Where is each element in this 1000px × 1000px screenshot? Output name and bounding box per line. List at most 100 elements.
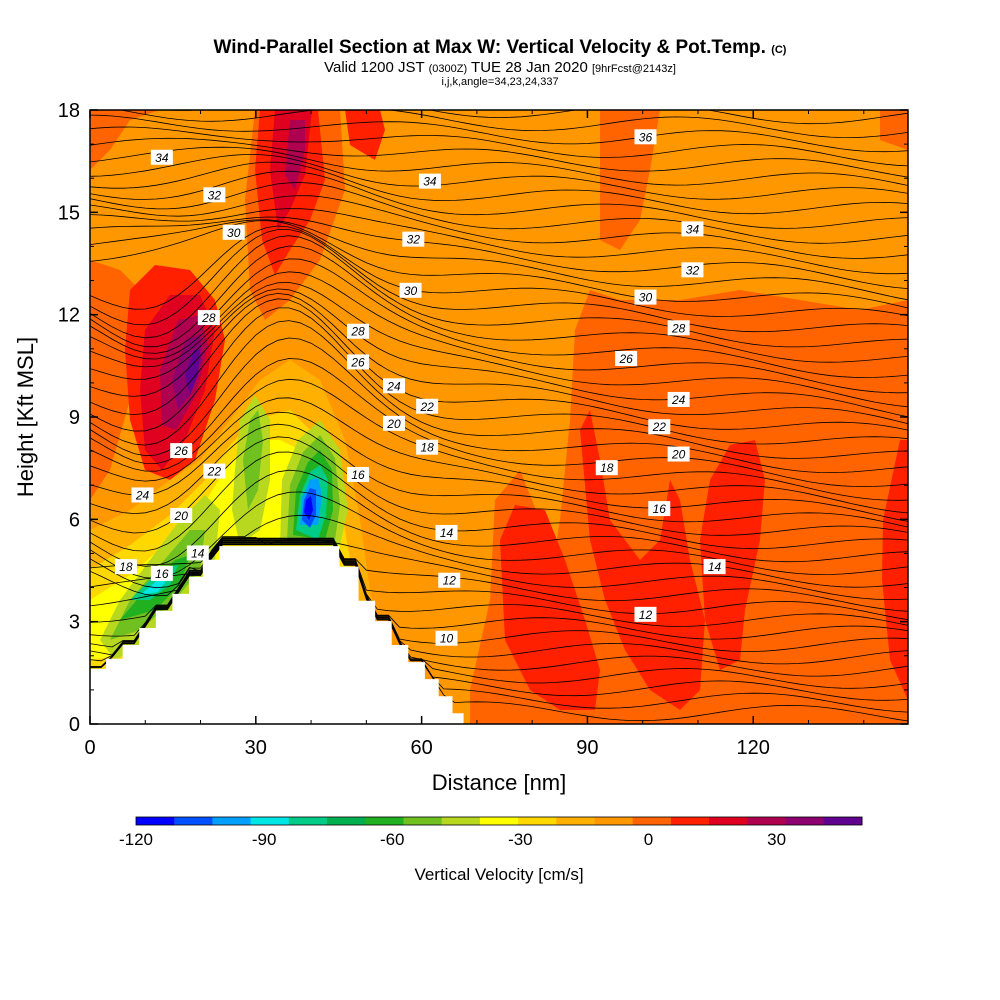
valid-zulu: (0300Z) <box>428 63 468 75</box>
contour-label-text: 24 <box>135 488 150 502</box>
contour-label-text: 30 <box>404 284 418 298</box>
contour-line <box>159 110 908 125</box>
velocity-region <box>345 110 385 160</box>
contour-label: 14 <box>703 559 726 575</box>
contour-line <box>90 320 908 459</box>
contour-label-text: 30 <box>639 291 653 305</box>
contour-label-text: 10 <box>440 632 454 646</box>
contour-label: 24 <box>667 391 690 407</box>
contour-line <box>90 216 908 289</box>
chart-valid-line: Valid 1200 JST (0300Z) TUE 28 Jan 2020 [… <box>0 60 1000 77</box>
contour-label-box <box>634 129 657 145</box>
colorbar-frame <box>135 816 863 826</box>
contour-label-text: 16 <box>653 502 667 516</box>
contour-line <box>90 114 908 153</box>
y-tick-label: 3 <box>69 612 80 634</box>
y-tick-label: 12 <box>58 305 80 327</box>
contour-label-box <box>114 559 137 575</box>
contour-line <box>90 436 908 536</box>
contour-label-text: 26 <box>618 352 633 366</box>
contour-line <box>90 469 908 567</box>
contour-label-text: 24 <box>671 393 686 407</box>
velocity-region <box>90 110 160 170</box>
contour-label-text: 32 <box>686 263 700 277</box>
contour-line <box>90 195 908 259</box>
contour-label: 32 <box>681 262 704 278</box>
contour-line <box>90 161 908 215</box>
contour-line <box>90 491 908 579</box>
contour-label-text: 22 <box>652 420 667 434</box>
contour-label: 14 <box>186 545 209 561</box>
contour-label-text: 28 <box>350 325 365 339</box>
contour-label: 22 <box>648 419 671 435</box>
velocity-region <box>140 578 168 595</box>
contour-label-text: 22 <box>207 465 222 479</box>
contour-label-text: 34 <box>423 175 437 189</box>
contour-label-box <box>667 391 690 407</box>
contour-label: 10 <box>435 630 458 646</box>
contour-label: 16 <box>347 466 370 482</box>
contour-label-text: 30 <box>227 226 241 240</box>
contour-label-text: 12 <box>443 574 457 588</box>
valid-prefix: Valid 1200 JST <box>324 59 425 76</box>
contour-line <box>90 292 908 425</box>
contour-line <box>90 451 908 552</box>
colorbar-swatch <box>632 817 672 825</box>
contour-line <box>90 235 908 348</box>
velocity-region <box>880 110 908 150</box>
contour-label: 26 <box>170 443 193 459</box>
contour-label-text: 32 <box>208 188 222 202</box>
x-tick-label: 120 <box>737 737 770 759</box>
contour-label: 20 <box>667 446 690 462</box>
contour-line <box>90 423 908 528</box>
contour-line <box>90 271 908 394</box>
contour-label: 26 <box>615 351 638 367</box>
x-tick-label: 60 <box>410 737 432 759</box>
pot-temp-contours <box>90 110 908 722</box>
contour-label-box <box>435 524 458 540</box>
contour-label: 36 <box>634 129 657 145</box>
contour-line <box>90 542 908 689</box>
colorbar-swatch <box>136 817 175 825</box>
velocity-region <box>304 496 313 520</box>
contour-line <box>90 229 908 333</box>
contour-line <box>118 110 908 139</box>
colorbar-swatch <box>709 817 748 825</box>
contour-label-box <box>347 466 370 482</box>
contour-label-box <box>667 320 690 336</box>
velocity-region <box>580 410 705 710</box>
contour-label-box <box>681 221 704 237</box>
y-axis-title: Height [Kft MSL] <box>13 337 38 497</box>
contour-line <box>90 541 908 677</box>
contour-label-box <box>615 351 638 367</box>
contour-label: 34 <box>150 149 173 165</box>
contour-line <box>90 307 908 445</box>
colorbar-tick-label: -60 <box>380 830 405 849</box>
contour-label-box <box>222 224 245 240</box>
contour-line <box>90 540 908 652</box>
colorbar-tick-label: 0 <box>644 830 653 849</box>
colorbar-swatch <box>288 817 328 825</box>
colorbar-swatch <box>327 817 366 825</box>
contour-label-text: 12 <box>639 608 653 622</box>
contour-label: 22 <box>203 463 226 479</box>
contour-label-text: 32 <box>407 233 421 247</box>
colorbar-swatch <box>365 817 404 825</box>
contour-label-text: 14 <box>440 526 454 540</box>
colorbar-swatch <box>785 817 825 825</box>
contour-line <box>90 170 908 229</box>
contour-label-text: 34 <box>155 151 169 165</box>
contour-label-text: 22 <box>419 400 434 414</box>
contour-label-box <box>347 323 370 339</box>
contour-label-text: 18 <box>119 560 133 574</box>
contour-line <box>90 397 908 514</box>
chart-title-unit: (C) <box>771 44 787 56</box>
x-axis: 0 30 60 90 120 <box>84 110 865 759</box>
contour-label-text: 14 <box>708 560 722 574</box>
plot-area: 34 32 30 28 26 24 22 20 18 16 14 34 32 30 28 26 24 22 20 18… <box>90 110 908 724</box>
contour-label-box <box>197 310 220 326</box>
contour-label-box <box>402 231 425 247</box>
contour-line <box>90 288 908 418</box>
contour-line <box>90 543 908 701</box>
contour-label: 28 <box>197 310 220 326</box>
